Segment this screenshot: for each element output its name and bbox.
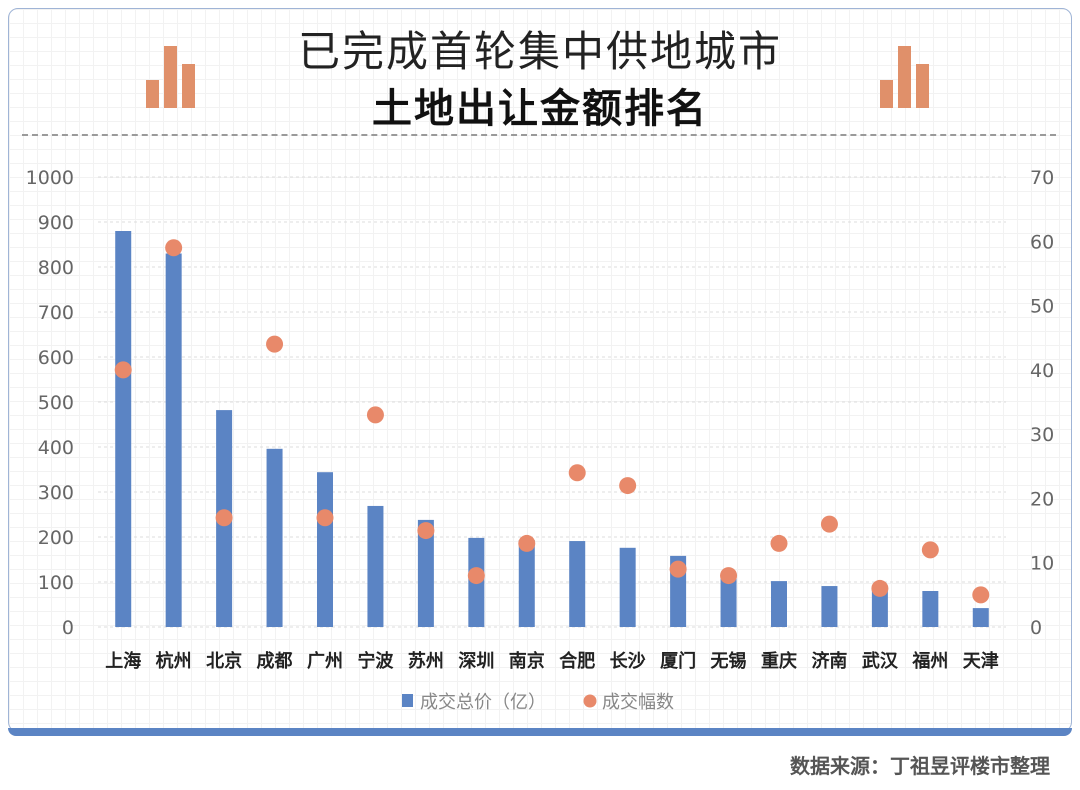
scatter-point (568, 464, 586, 482)
scatter-point (316, 509, 334, 527)
y2-tick-label: 70 (1030, 167, 1054, 189)
y-tick-label: 800 (38, 257, 74, 279)
scatter-point (720, 567, 738, 585)
x-tick-label: 厦门 (660, 650, 696, 672)
x-tick-label: 杭州 (156, 650, 192, 672)
bar (972, 608, 989, 627)
bar (317, 472, 333, 627)
scatter-point (114, 361, 132, 379)
y-tick-label: 700 (38, 302, 74, 324)
y2-tick-label: 60 (1030, 231, 1054, 253)
x-tick-label: 南京 (509, 650, 545, 672)
scatter-point (518, 534, 536, 552)
y-tick-label: 200 (38, 527, 74, 549)
bar (518, 540, 535, 627)
y-tick-label: 500 (38, 392, 74, 414)
scatter-point (669, 560, 687, 578)
x-tick-label: 深圳 (458, 650, 494, 672)
x-tick-label: 无锡 (711, 650, 747, 672)
x-tick-label: 合肥 (559, 650, 595, 672)
y-tick-label: 1000 (26, 167, 74, 189)
scatter-point (366, 406, 384, 424)
scatter-point (871, 579, 889, 597)
title-line2: 土地出让金额排名 (372, 86, 708, 132)
source-note: 数据来源：丁祖昱评楼市整理 (790, 754, 1050, 778)
scatter-point (215, 509, 233, 527)
scatter-point (417, 522, 435, 540)
divider (22, 134, 1056, 136)
y-tick-label: 0 (62, 617, 74, 639)
bar (165, 253, 182, 627)
scatter-point (266, 335, 284, 353)
bar-chart-icon (880, 46, 929, 108)
y2-tick-label: 50 (1030, 296, 1054, 318)
y2-tick-label: 0 (1030, 617, 1042, 639)
scatter-point (619, 477, 637, 495)
x-tick-label: 天津 (963, 650, 999, 672)
scatter-point (972, 586, 990, 604)
x-tick-label: 重庆 (761, 650, 797, 672)
x-tick-label: 广州 (307, 650, 343, 672)
title-line1: 已完成首轮集中供地城市 (297, 27, 782, 76)
bar (417, 519, 434, 627)
scatter-point (921, 541, 939, 559)
bar (771, 581, 787, 627)
x-tick-label: 福州 (911, 650, 948, 672)
y-tick-label: 600 (38, 347, 74, 369)
legend-label: 成交幅数 (602, 692, 674, 713)
scatter-point (165, 239, 183, 257)
bar (367, 505, 384, 627)
bar (619, 547, 636, 627)
bar (569, 541, 586, 627)
x-tick-label: 成都 (257, 650, 293, 672)
y2-tick-label: 20 (1030, 488, 1054, 510)
bar (871, 586, 888, 627)
x-tick-label: 北京 (206, 650, 242, 672)
x-tick-label: 苏州 (408, 650, 444, 672)
scatter-point (770, 534, 788, 552)
legend-dot-swatch (583, 694, 597, 708)
y2-tick-label: 40 (1030, 360, 1054, 382)
y-tick-label: 400 (38, 437, 74, 459)
x-tick-label: 上海 (105, 650, 141, 672)
scatter-point (467, 567, 485, 585)
chart: 0 100 200 300 400 500 600 700 800 900 1000 0 10 20 30 4… (26, 167, 1055, 713)
y-tick-label: 100 (38, 572, 74, 594)
bar (266, 448, 283, 627)
y2-tick-label: 30 (1030, 424, 1054, 446)
chart-card (8, 8, 1072, 732)
x-tick-label: 济南 (811, 650, 847, 672)
x-tick-label: 武汉 (862, 651, 899, 672)
x-tick-label: 宁波 (357, 650, 394, 672)
legend-label: 成交总价（亿） (420, 692, 546, 713)
x-tick-label: 长沙 (610, 651, 646, 672)
bar (821, 586, 838, 627)
y2-tick-label: 10 (1030, 553, 1054, 575)
card-bottom-bar (8, 728, 1072, 736)
y-tick-label: 300 (38, 482, 74, 504)
bar (720, 573, 737, 627)
y-tick-label: 900 (38, 212, 74, 234)
bar-chart-icon (146, 46, 195, 108)
bar (922, 591, 939, 627)
bar (115, 231, 132, 627)
scatter-point (820, 515, 838, 533)
legend-bar-swatch (402, 694, 413, 707)
